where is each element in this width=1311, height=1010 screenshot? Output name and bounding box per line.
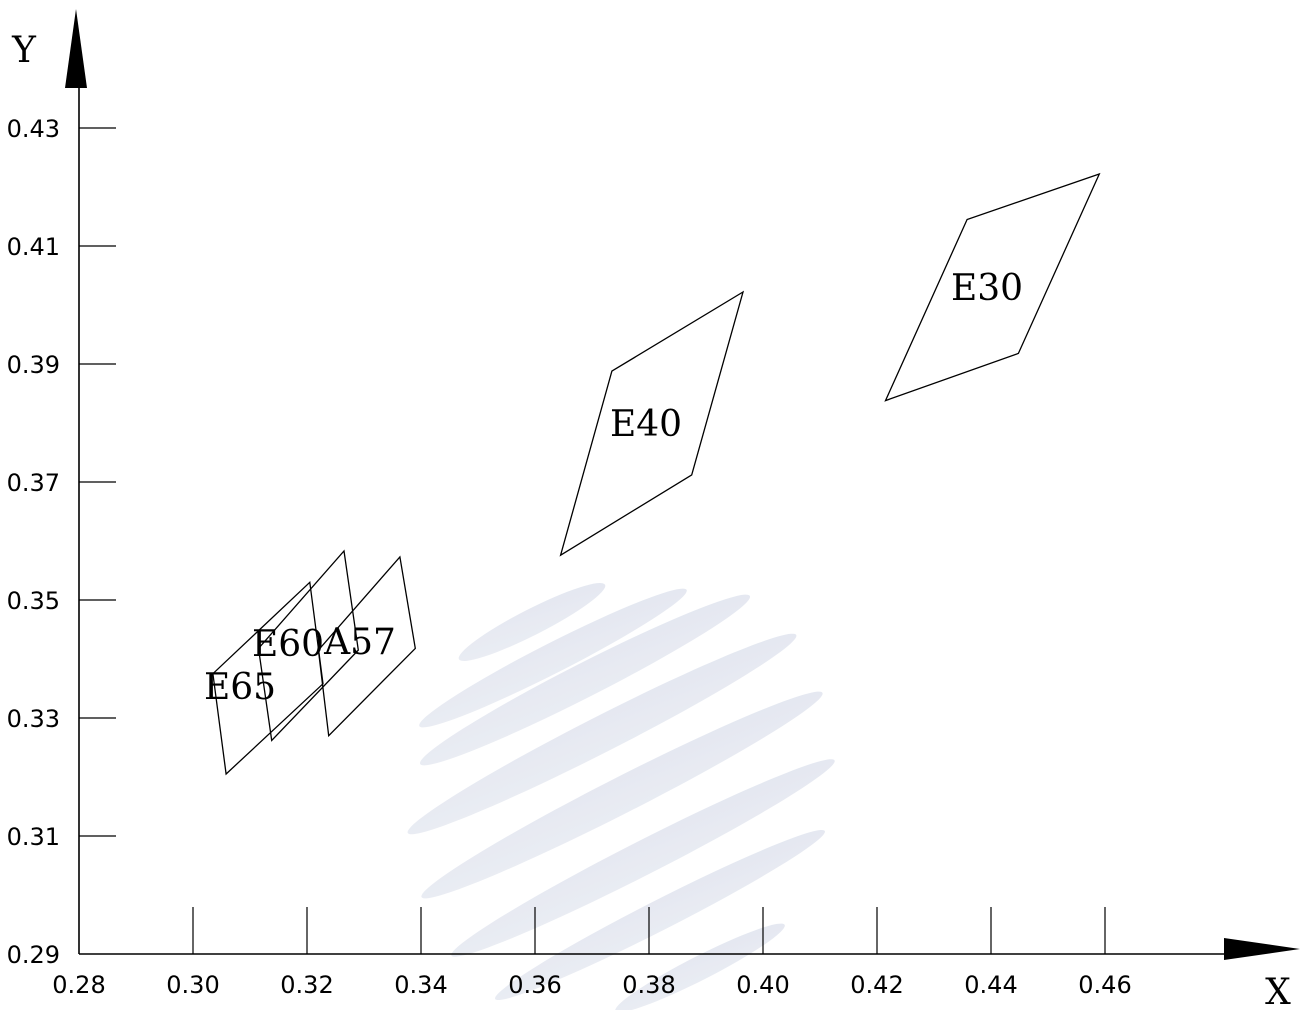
- x-axis-title: X: [1265, 972, 1291, 1010]
- x-tick-label: 0.40: [736, 971, 789, 999]
- x-tick-label: 0.30: [166, 971, 219, 999]
- x-tick-label: 0.42: [850, 971, 903, 999]
- y-tick-label: 0.29: [7, 941, 60, 969]
- region-e60: [257, 549, 359, 742]
- y-tick-label: 0.35: [7, 587, 60, 615]
- region-label-e60: E60: [252, 624, 324, 665]
- y-axis-arrow: [65, 9, 87, 88]
- y-tick-label: 0.39: [7, 351, 60, 379]
- region-e40: [559, 290, 745, 557]
- x-tick-label: 0.38: [622, 971, 675, 999]
- y-tick-label: 0.33: [7, 705, 60, 733]
- region-label-e65: E65: [204, 667, 276, 708]
- watermark-stripes: [407, 583, 835, 1010]
- y-tick-label: 0.41: [7, 233, 60, 261]
- y-axis-ticks: 0.29 0.31 0.33 0.35 0.37 0.39 0.41 0.43: [7, 115, 116, 969]
- region-e30: [884, 172, 1101, 402]
- region-label-e30: E30: [951, 268, 1023, 309]
- y-tick-label: 0.43: [7, 115, 60, 143]
- x-axis-ticks: 0.28 0.30 0.32 0.34 0.36 0.38 0.40 0.42 0.44 0.46: [52, 907, 1132, 999]
- region-e65: [212, 580, 324, 776]
- region-a57: [317, 555, 416, 738]
- x-tick-label: 0.28: [52, 971, 105, 999]
- x-tick-label: 0.32: [280, 971, 333, 999]
- y-axis-title: Y: [11, 30, 37, 71]
- region-label-e40: E40: [610, 404, 682, 445]
- x-tick-label: 0.44: [964, 971, 1017, 999]
- x-axis-arrow: [1224, 938, 1300, 960]
- x-tick-label: 0.34: [394, 971, 447, 999]
- region-label-a57: A57: [323, 622, 396, 663]
- y-tick-label: 0.31: [7, 823, 60, 851]
- y-tick-label: 0.37: [7, 469, 60, 497]
- x-tick-label: 0.36: [508, 971, 561, 999]
- x-tick-label: 0.46: [1078, 971, 1131, 999]
